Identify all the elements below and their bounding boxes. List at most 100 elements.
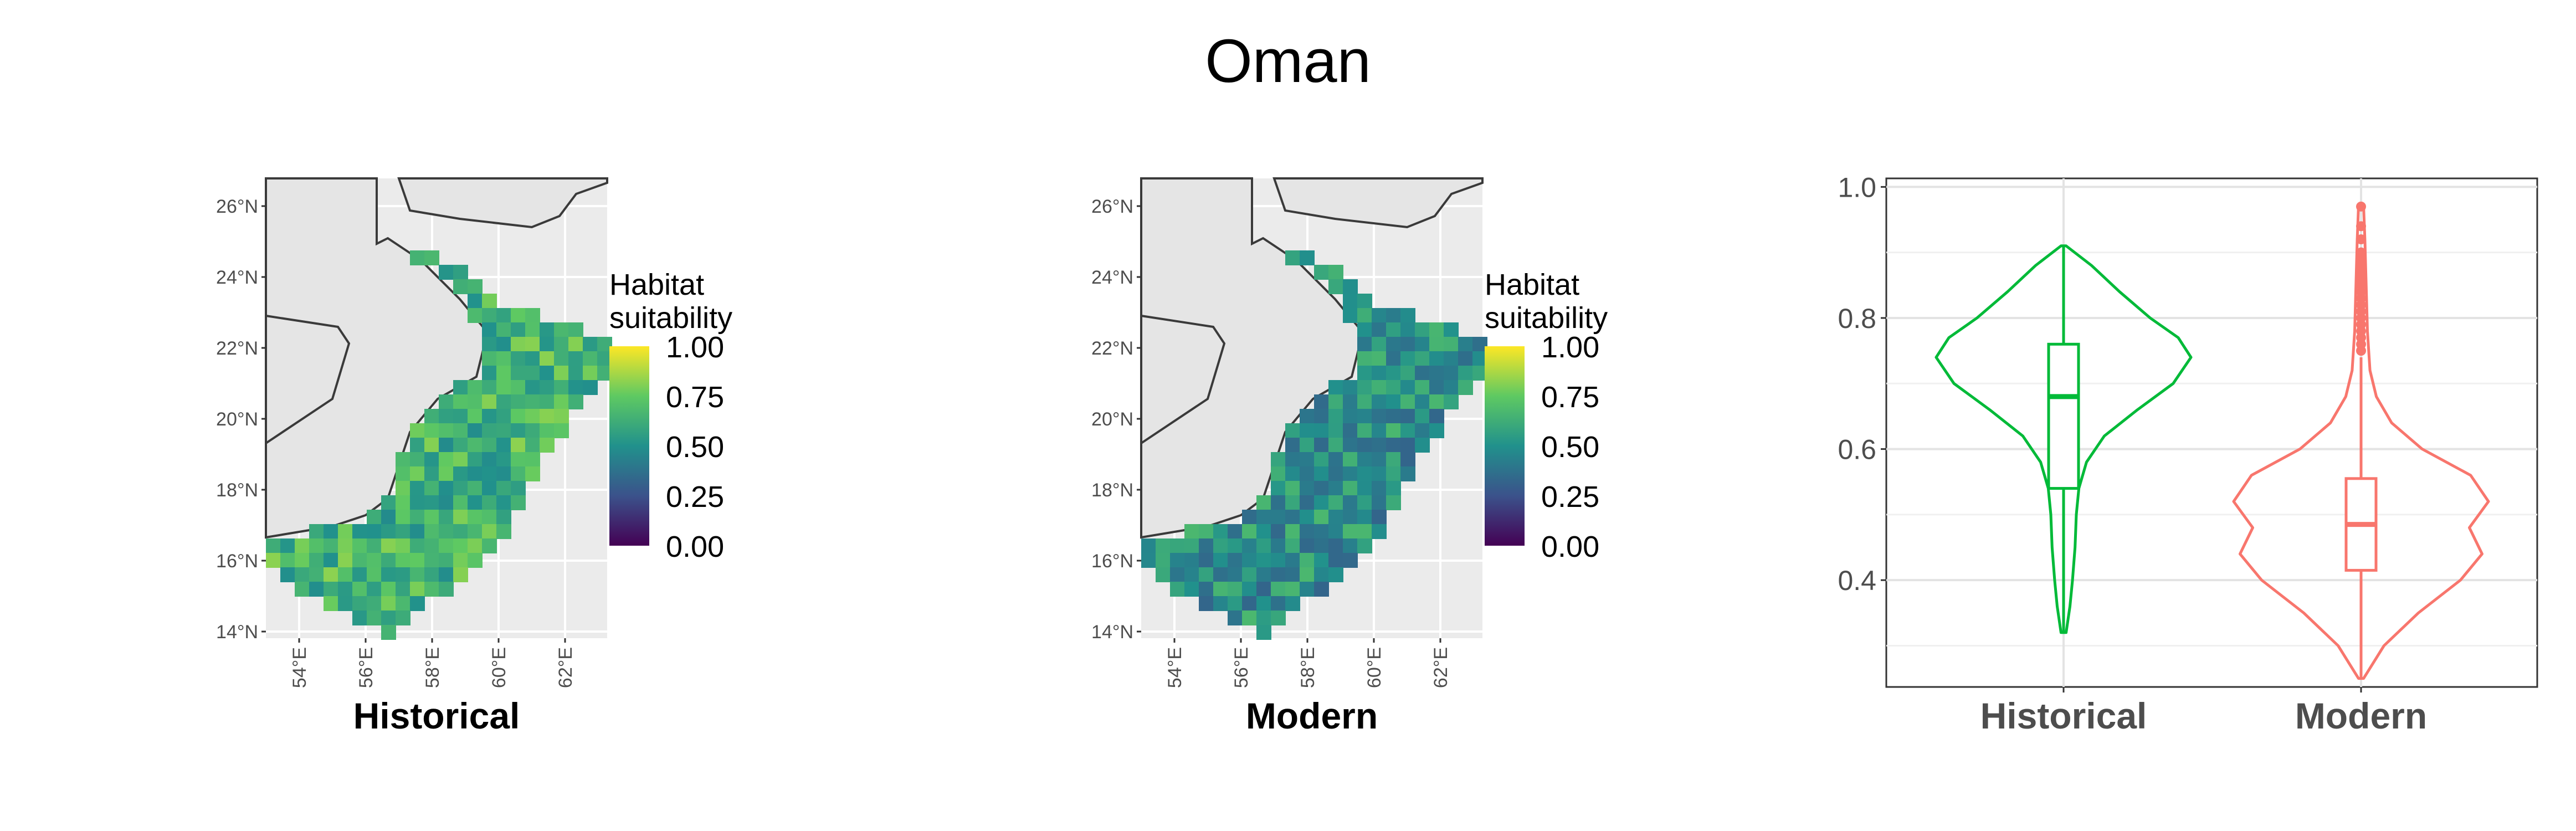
raster-cell [1357,322,1372,337]
raster-cell [453,265,468,280]
raster-cell [1242,596,1257,611]
raster-cell [525,409,540,424]
raster-cell [525,337,540,352]
longitude-tick-label: 62°E [555,647,576,688]
raster-cell [1400,351,1415,366]
x-axis-tick-labels: Historical Modern [1980,687,2427,736]
latitude-tick-labels: 26°N 24°N 22°N 20°N 18°N 16°N 14°N [216,196,266,643]
raster-cell [424,524,439,539]
raster-cell [1170,567,1185,582]
raster-cell [554,423,569,438]
raster-cell [324,596,338,611]
raster-cell [439,553,454,568]
raster-cell [525,452,540,467]
raster-cell [367,596,382,611]
raster-cell [1386,495,1401,510]
raster-cell [468,538,483,553]
raster-cell [496,510,511,525]
raster-cell [1285,481,1300,496]
violin-marks [1934,201,2490,680]
raster-cell [1372,337,1387,352]
raster-cell [1184,582,1199,597]
raster-cell [439,265,454,280]
raster-cell [280,553,295,568]
raster-cell [1285,423,1300,438]
raster-cell [1357,409,1372,424]
raster-cell [1213,596,1228,611]
raster-cell [1357,438,1372,453]
raster-cell [1271,596,1286,611]
raster-cell [1256,596,1271,611]
raster-cell [410,250,425,265]
raster-cell [568,322,583,337]
raster-cell [1285,596,1300,611]
raster-cell [568,366,583,381]
y-tick-label: 0.4 [1838,565,1876,596]
legend-title-line-2: suitability [609,301,732,335]
raster-cell [1314,452,1329,467]
raster-cell [424,567,439,582]
raster-cell [1228,553,1243,568]
raster-cell [1285,250,1300,265]
raster-cell [1213,582,1228,597]
raster-cell [1199,596,1214,611]
raster-cell [1328,495,1343,510]
raster-cell [1458,366,1473,381]
raster-cell [1256,582,1271,597]
raster-cell [1415,423,1430,438]
raster-cell [439,495,454,510]
raster-cell [568,351,583,366]
raster-cell [352,582,367,597]
raster-cell [1156,538,1171,553]
raster-cell [338,596,353,611]
raster-cell [396,452,410,467]
raster-cell [1328,538,1343,553]
raster-cell [496,423,511,438]
raster-cell [496,438,511,453]
raster-cell [1458,337,1473,352]
raster-cell [1213,524,1228,539]
raster-cell [381,625,396,640]
raster-cell [1156,553,1171,568]
raster-cell [1343,294,1358,309]
box-iqr [2047,342,2080,490]
raster-cell [1300,582,1315,597]
raster-cell [1357,538,1372,553]
colorbar-tick-labels: 1.00 0.75 0.50 0.25 0.00 [1541,331,1599,563]
raster-cell [540,394,555,409]
raster-cell [1386,366,1401,381]
raster-cell [1328,438,1343,453]
legend-title-line-2: suitability [1485,301,1608,335]
raster-cell [468,452,483,467]
legend-tick-label: 0.50 [1541,430,1599,464]
raster-cell [1386,423,1401,438]
raster-cell [1343,553,1358,568]
raster-cell [410,423,425,438]
raster-cell [511,322,526,337]
outlier-point [2356,201,2366,212]
raster-cell [352,611,367,625]
raster-cell [439,423,454,438]
border-line-1 [265,315,351,444]
raster-cell [482,481,497,496]
raster-cell [482,423,497,438]
y-axis-tick-labels: 1.0 0.8 0.6 0.4 [1838,172,1886,596]
raster-cell [1357,351,1372,366]
raster-cell [1314,567,1329,582]
raster-cell [1256,510,1271,525]
raster-cell [554,409,569,424]
raster-cell [482,394,497,409]
raster-cell [1415,322,1430,337]
latitude-tick-label: 24°N [216,267,258,288]
raster-cell [1372,380,1387,395]
raster-cell [1242,510,1257,525]
raster-cell [1372,438,1387,453]
raster-cell [1213,538,1228,553]
raster-cell [1285,495,1300,510]
raster-cell [1386,452,1401,467]
raster-cell [1170,582,1185,597]
raster-cell [1314,466,1329,481]
raster-cell [266,538,281,553]
y-tick-label: 0.8 [1838,303,1876,334]
raster-cell [1386,394,1401,409]
